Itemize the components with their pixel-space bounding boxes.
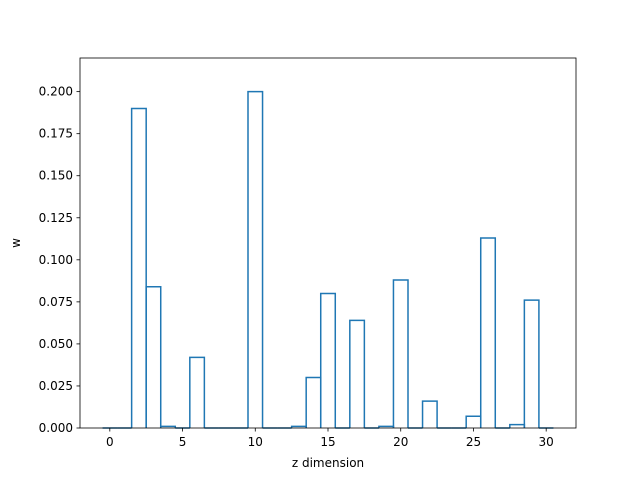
y-tick-label: 0.150 [39,169,73,183]
x-tick-label: 0 [106,435,114,449]
histogram-bar [523,299,540,428]
x-axis-label: z dimension [292,456,364,470]
histogram-bar [479,237,497,428]
x-tick-label: 5 [179,435,187,449]
histogram-bar [349,319,366,428]
y-axis-label: w [9,238,23,248]
histogram-bar [392,279,409,428]
y-tick-label: 0.175 [39,127,73,141]
histogram-bar [319,292,337,428]
histogram-bar [421,400,438,428]
x-tick-label: 10 [248,435,263,449]
y-tick-label: 0.025 [39,379,73,393]
y-tick-label: 0.050 [39,337,73,351]
y-tick-label: 0.200 [39,85,73,99]
y-tick-label: 0.125 [39,211,73,225]
histogram-bar [189,356,206,428]
y-axis-ticks: 0.000 0.025 0.050 0.075 0.100 0.125 0.150 0.175… [39,85,80,435]
x-axis-ticks: 0 5 10 15 20 25 30 [106,428,554,449]
histogram-bar [159,425,177,428]
histogram-bar [145,285,162,428]
x-tick-label: 20 [393,435,408,449]
y-tick-label: 0.075 [39,295,73,309]
histogram-bar [247,90,264,428]
y-tick-label: 0.000 [39,421,73,435]
x-tick-label: 30 [539,435,554,449]
histogram-bar [130,107,147,428]
y-tick-label: 0.100 [39,253,73,267]
x-tick-label: 25 [466,435,481,449]
x-tick-label: 15 [320,435,335,449]
